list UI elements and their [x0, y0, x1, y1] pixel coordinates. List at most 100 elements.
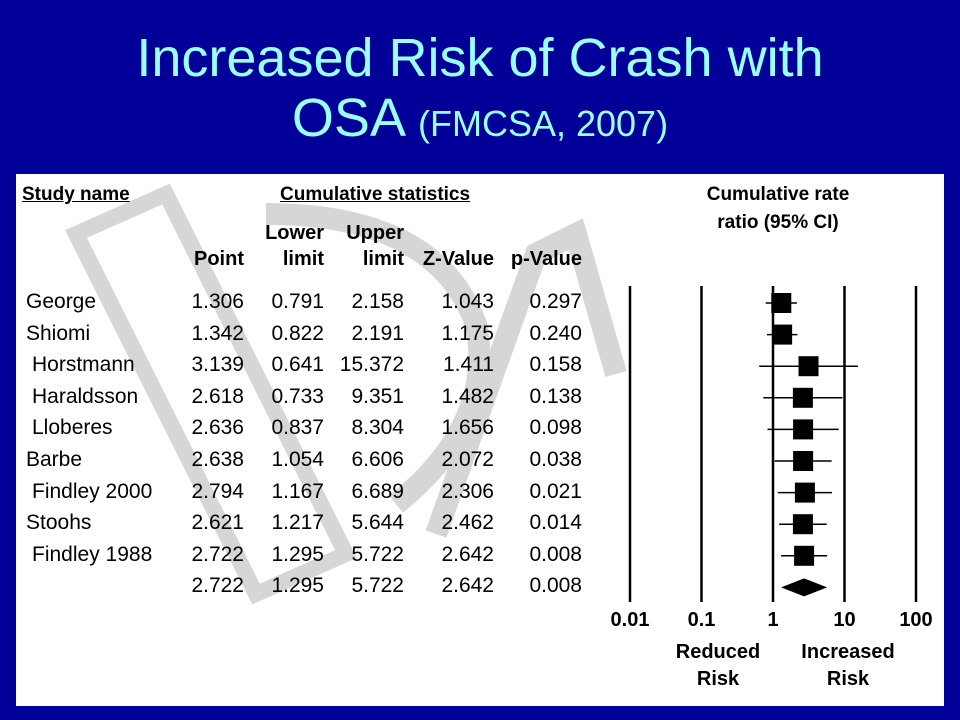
cell-p-value: 0.021 [529, 479, 582, 503]
study-name: Findley 1988 [32, 542, 153, 566]
cell-p-value: 0.008 [529, 574, 582, 598]
column-header-z-value-2: Z-Value [422, 248, 494, 270]
title-osa: OSA [291, 88, 403, 148]
cell-point: 1.306 [191, 290, 244, 313]
tick-label: 1 [767, 609, 778, 631]
cell-upper-limit: 2.191 [351, 321, 404, 345]
cell-lower-limit: 1.217 [271, 511, 324, 535]
point-estimate-4 [793, 419, 814, 440]
cell-lower-limit: 1.295 [271, 542, 324, 566]
chart-title-line-1: Cumulative rate [707, 184, 850, 205]
study-name-header: Study name [22, 184, 130, 205]
cell-lower-limit: 0.791 [271, 290, 324, 313]
point-estimate-0 [771, 293, 792, 313]
study-name: George [26, 290, 97, 313]
cumulative-statistics-header: Cumulative statistics [280, 184, 471, 205]
forest-plot-panel: Study name Cumulative statistics Point Lo… [16, 174, 944, 706]
cell-p-value: 0.014 [529, 511, 582, 535]
cell-point: 2.636 [191, 416, 244, 440]
column-header-lower-limit-1: Lower [265, 222, 324, 244]
point-estimate-1 [772, 324, 793, 345]
cell-z-value: 1.482 [441, 384, 494, 408]
tick-label: 0.01 [611, 609, 650, 631]
cell-upper-limit: 15.372 [339, 353, 404, 377]
cell-p-value: 0.158 [529, 353, 582, 377]
cell-point: 2.722 [191, 574, 244, 598]
watermark-stroke-3 [425, 218, 627, 538]
cell-upper-limit: 6.689 [351, 479, 404, 503]
cell-lower-limit: 0.837 [271, 416, 324, 440]
point-estimate-8 [794, 545, 815, 566]
point-estimate-5 [793, 451, 814, 471]
column-header-lower-limit-2: limit [282, 248, 324, 270]
study-name: Shiomi [26, 321, 91, 345]
slide-title: Increased Risk of Crash with OSA (FMCSA,… [0, 28, 960, 154]
cell-point: 2.621 [191, 511, 244, 535]
reduced-risk-label-1: Reduced [676, 641, 760, 663]
cell-z-value: 2.306 [441, 479, 494, 503]
cell-upper-limit: 5.722 [351, 542, 404, 566]
cell-upper-limit: 8.304 [351, 416, 404, 440]
forest-plot: Cumulative rate ratio (95% CI) 0.01 0.1 1 10 1… [611, 184, 933, 690]
cell-z-value: 2.642 [441, 542, 494, 566]
reduced-risk-label-2: Risk [697, 668, 740, 690]
increased-risk-label-1: Increased [801, 641, 894, 663]
cell-lower-limit: 1.295 [271, 574, 324, 598]
study-name: Haraldsson [32, 384, 139, 408]
title-citation: (FMCSA, 2007) [418, 103, 669, 144]
point-estimate-7 [792, 514, 813, 535]
column-header-p-value-2: p-Value [510, 248, 582, 270]
cell-upper-limit: 6.606 [351, 448, 404, 471]
cell-z-value: 1.411 [443, 353, 494, 377]
watermark-stroke-1 [65, 183, 357, 605]
study-name: Stoohs [26, 511, 92, 535]
cell-upper-limit: 5.722 [351, 574, 404, 598]
cell-lower-limit: 0.733 [271, 384, 324, 408]
cell-p-value: 0.240 [529, 321, 582, 345]
cell-upper-limit: 9.351 [351, 384, 404, 408]
point-estimate-2 [798, 356, 819, 377]
cell-z-value: 1.175 [441, 321, 494, 345]
cell-p-value: 0.138 [529, 384, 582, 408]
cell-upper-limit: 5.644 [351, 511, 404, 535]
increased-risk-label-2: Risk [827, 668, 870, 690]
cell-point: 2.638 [191, 448, 244, 471]
chart-title-line-2: ratio (95% CI) [717, 212, 838, 233]
cell-point: 2.618 [191, 384, 244, 408]
point-estimate-6 [794, 482, 815, 503]
watermark [65, 183, 627, 605]
summary-diamond [781, 578, 828, 597]
study-name: Barbe [26, 448, 83, 471]
cell-upper-limit: 2.158 [351, 290, 404, 313]
watermark-stroke-2 [265, 203, 491, 513]
cell-z-value: 2.072 [441, 448, 494, 471]
cell-p-value: 0.297 [529, 290, 582, 313]
column-header-point-2: Point [194, 248, 244, 270]
cell-z-value: 2.642 [441, 574, 494, 598]
cell-point: 2.794 [191, 479, 244, 503]
cell-p-value: 0.008 [529, 542, 582, 566]
cell-lower-limit: 0.822 [271, 321, 324, 345]
study-name: Horstmann [32, 353, 135, 377]
cell-point: 3.139 [191, 353, 244, 377]
point-estimate-3 [792, 387, 813, 408]
study-name: Findley 2000 [32, 479, 153, 503]
cell-point: 1.342 [191, 321, 244, 345]
cell-z-value: 1.656 [441, 416, 494, 440]
cell-lower-limit: 1.167 [271, 479, 324, 503]
cell-lower-limit: 1.054 [271, 448, 324, 471]
tick-label: 0.1 [688, 609, 716, 631]
column-header-upper-limit-2: limit [362, 248, 404, 270]
column-header-upper-limit-1: Upper [346, 222, 404, 244]
tick-label: 10 [833, 609, 855, 631]
study-name: Lloberes [32, 416, 113, 440]
cell-p-value: 0.038 [529, 448, 582, 471]
cell-point: 2.722 [191, 542, 244, 566]
cell-z-value: 1.043 [441, 290, 494, 313]
cell-lower-limit: 0.641 [271, 353, 324, 377]
tick-label: 100 [899, 609, 932, 631]
title-line-2: OSA (FMCSA, 2007) [0, 88, 960, 154]
title-line-1: Increased Risk of Crash with [136, 28, 824, 88]
cell-z-value: 2.462 [441, 511, 494, 535]
cell-p-value: 0.098 [529, 416, 582, 440]
